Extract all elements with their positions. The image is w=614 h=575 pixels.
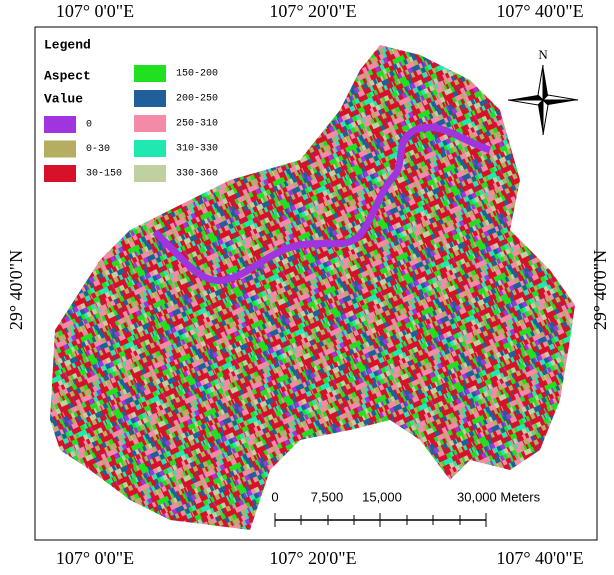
top-coord: 107° 0'0"E [56,1,134,21]
legend-field: Aspect [44,68,91,83]
legend-label: 30-150 [86,169,122,180]
legend-label: 330-360 [176,169,218,180]
legend-label: 0-30 [86,144,110,155]
legend-title: Legend [44,37,91,52]
legend-swatch [134,165,166,182]
scale-label: 15,000 [362,489,402,504]
legend-swatch [134,115,166,132]
legend-swatch [134,65,166,82]
north-label: N [538,47,548,62]
legend-swatch [44,116,76,133]
top-coord: 107° 40'0"E [496,1,583,21]
legend-label: 200-250 [176,94,218,105]
right-coord: 29° 40'0"N [590,250,610,330]
scale-label: 7,500 [311,489,344,504]
bottom-coord: 107° 40'0"E [496,548,583,568]
legend-label: 0 [86,120,92,131]
legend-subtitle: Value [44,91,83,106]
bottom-coord: 107° 20'0"E [269,548,356,568]
legend-swatch [44,165,76,182]
left-coord: 29° 40'0"N [6,250,26,330]
bottom-coord: 107° 0'0"E [56,548,134,568]
legend-label: 150-200 [176,69,218,80]
map-figure: 107° 0'0"E 107° 20'0"E 107° 40'0"E 107° … [0,0,614,575]
legend-swatch [44,141,76,158]
legend-label: 250-310 [176,119,218,130]
scale-label: 0 [271,489,278,504]
legend-swatch [134,90,166,107]
legend-swatch [134,140,166,157]
scale-label: 30,000 Meters [457,489,541,504]
legend-label: 310-330 [176,144,218,155]
top-coord: 107° 20'0"E [269,1,356,21]
